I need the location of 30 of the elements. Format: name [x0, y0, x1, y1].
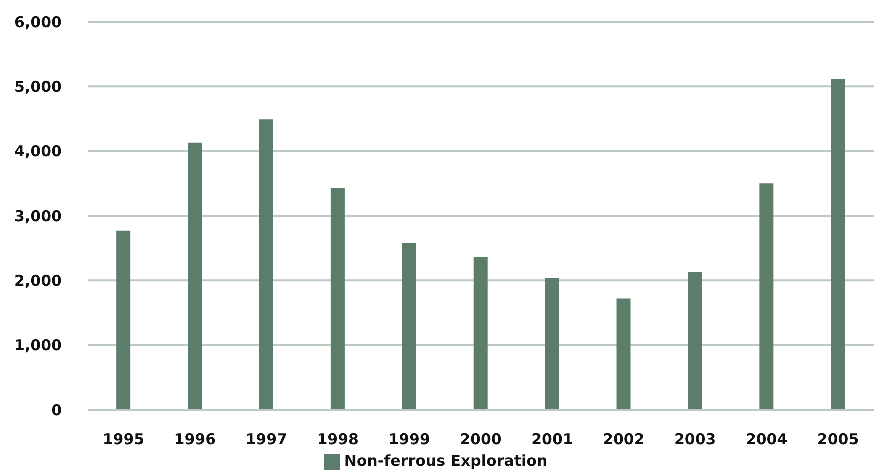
x-tick-label: 1998: [317, 430, 359, 449]
bar: [616, 298, 631, 410]
bar: [688, 272, 702, 410]
bar: [831, 80, 846, 410]
x-tick-label: 1999: [388, 430, 430, 449]
bar: [188, 142, 202, 410]
bar: [402, 243, 416, 410]
x-tick-label: 2002: [603, 430, 645, 449]
x-tick-label: 1996: [174, 430, 216, 449]
y-tick-label: 3,000: [14, 207, 62, 226]
bar: [116, 230, 131, 410]
bar: [474, 257, 488, 410]
legend-label: Non-ferrous Exploration: [344, 452, 548, 470]
bar: [545, 278, 560, 410]
y-tick-label: 4,000: [14, 142, 62, 161]
x-tick-label: 2005: [817, 430, 860, 449]
y-tick-label: 0: [52, 401, 62, 420]
bar: [760, 184, 774, 410]
y-tick-label: 1,000: [14, 336, 62, 355]
y-tick-label: 2,000: [14, 272, 62, 290]
x-tick-label: 1997: [246, 430, 288, 449]
x-tick-label: 2004: [746, 430, 788, 449]
y-tick-label: 5,000: [14, 78, 62, 96]
bar: [259, 120, 274, 410]
x-tick-label: 1995: [102, 430, 145, 449]
bar: [330, 188, 345, 410]
x-tick-label: 2001: [532, 430, 574, 449]
x-tick-label: 2003: [674, 430, 716, 449]
x-tick-label: 2000: [460, 430, 502, 449]
y-tick-label: 6,000: [14, 13, 62, 32]
